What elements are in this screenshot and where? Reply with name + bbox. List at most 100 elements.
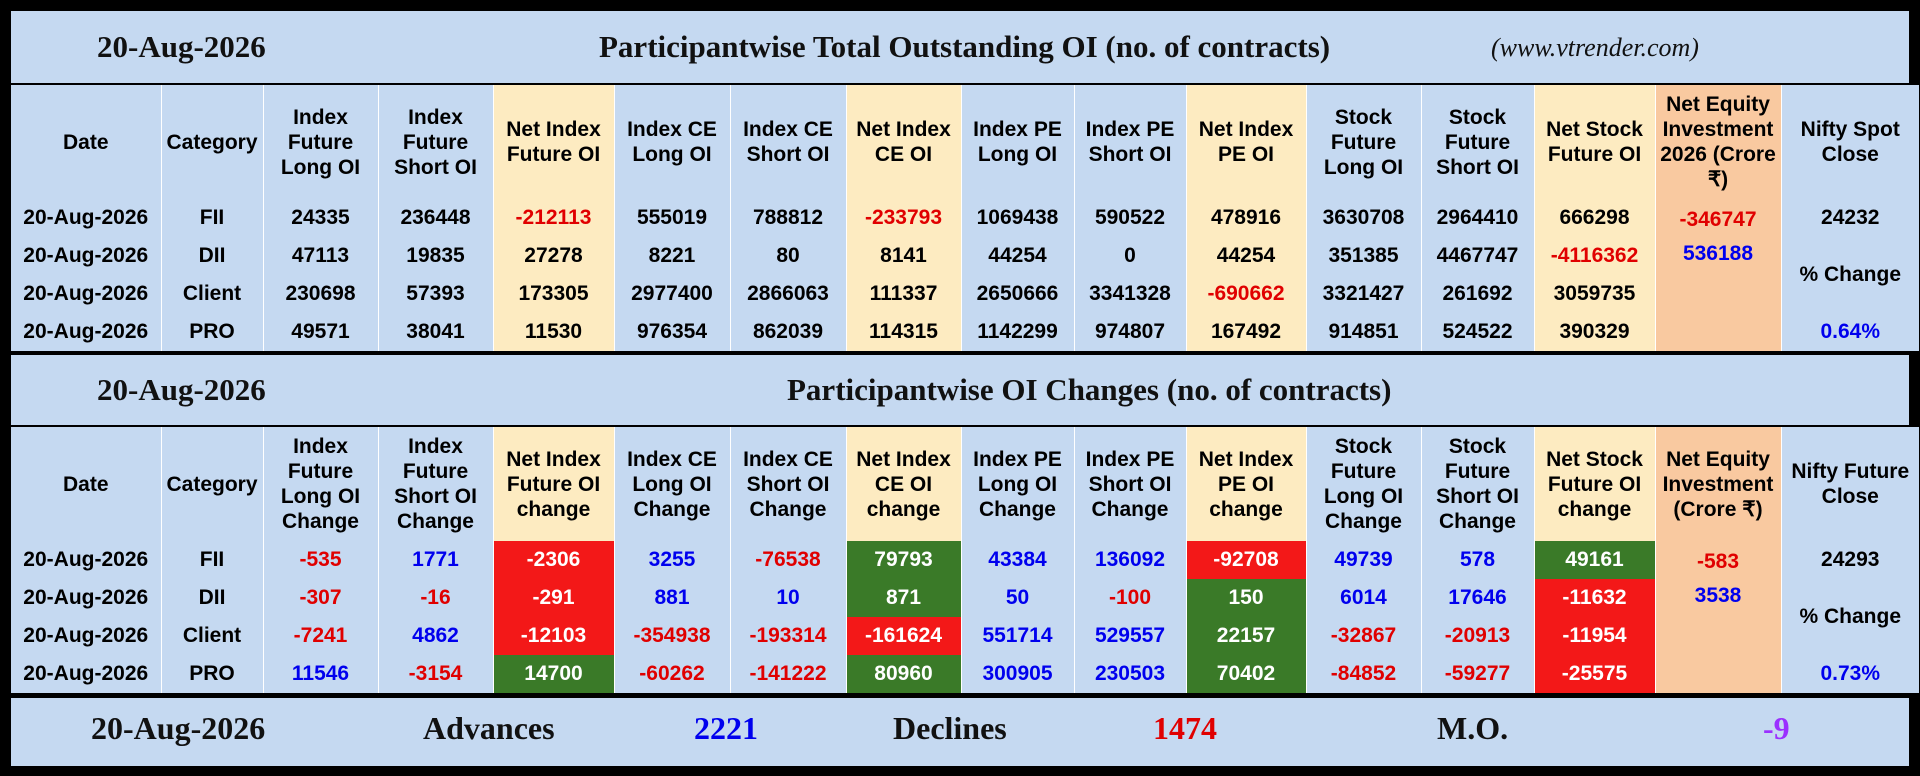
column-header: Index CE Long OI <box>613 85 730 199</box>
table-cell: -84852 <box>1305 655 1421 693</box>
column-header: Net Equity Investment (Crore ₹) <box>1654 427 1781 541</box>
mo-value: -9 <box>1763 710 1790 746</box>
table-cell: -76538 <box>729 541 846 579</box>
column-header: Index Future Short OI <box>377 85 493 199</box>
table-cell: 44254 <box>1185 237 1306 275</box>
table-cell: 3255 <box>613 541 730 579</box>
pct-change-label: % Change <box>1780 579 1919 655</box>
table-cell: 47113 <box>262 237 378 275</box>
table-cell: 3341328 <box>1073 275 1186 313</box>
table-cell: 8221 <box>613 237 730 275</box>
section2-header: 20-Aug-2026 Participantwise OI Changes (… <box>11 355 1909 425</box>
table-cell: PRO <box>160 313 263 351</box>
table-cell: FII <box>160 199 263 237</box>
site-url: (www.vtrender.com) <box>1491 33 1699 62</box>
table-cell: -690662 <box>1185 275 1306 313</box>
column-header: Date <box>11 85 161 199</box>
table-cell: 2964410 <box>1420 199 1534 237</box>
column-header: Index PE Short OI Change <box>1073 427 1186 541</box>
table-cell: 114315 <box>845 313 961 351</box>
column-header: Stock Future Short OI Change <box>1420 427 1534 541</box>
column-header: Net Index CE OI change <box>845 427 961 541</box>
table-cell: 8141 <box>845 237 961 275</box>
table-cell: 3059735 <box>1533 275 1655 313</box>
table-cell: -535 <box>262 541 378 579</box>
section2-date: 20-Aug-2026 <box>97 372 266 407</box>
table-cell: 20-Aug-2026 <box>11 275 161 313</box>
table-cell: 590522 <box>1073 199 1186 237</box>
equity-investment-value: -583 <box>1696 550 1740 573</box>
table-cell: 14700 <box>492 655 614 693</box>
equity-investment-value: 536188 <box>1682 242 1754 265</box>
table-cell: 529557 <box>1073 617 1186 655</box>
table-cell: 150 <box>1185 579 1306 617</box>
section1-date: 20-Aug-2026 <box>97 29 266 64</box>
table-cell: 19835 <box>377 237 493 275</box>
column-header: Net Equity Investment 2026 (Crore ₹) <box>1654 85 1781 199</box>
table-cell: 390329 <box>1533 313 1655 351</box>
table-cell: FII <box>160 541 263 579</box>
table-cell: 524522 <box>1420 313 1534 351</box>
table-cell: -291 <box>492 579 614 617</box>
table-cell: 478916 <box>1185 199 1306 237</box>
table-cell: 4467747 <box>1420 237 1534 275</box>
table-cell: 27278 <box>492 237 614 275</box>
table-cell: -307 <box>262 579 378 617</box>
footer-date: 20-Aug-2026 <box>91 710 266 746</box>
table-cell: -60262 <box>613 655 730 693</box>
table-row: 20-Aug-2026 FII 24335 236448 -212113 555019 78… <box>11 199 1919 351</box>
column-header: Category <box>160 85 263 199</box>
table-row: 20-Aug-2026 DII -307 -16 -291 881 10 871 50 -100 1… <box>11 579 1919 655</box>
column-header: Net Index PE OI change <box>1185 427 1306 541</box>
equity-investment-value: -346747 <box>1679 208 1757 231</box>
table-cell: 1142299 <box>960 313 1074 351</box>
table-cell: 24293 <box>1780 541 1919 579</box>
table-cell: -100 <box>1073 579 1186 617</box>
table-cell: 2977400 <box>613 275 730 313</box>
table-cell: 6014 <box>1305 579 1421 617</box>
table-row: 20-Aug-2026 PRO 49571 38041 11530 976354 86203… <box>11 313 1919 351</box>
advances-label: Advances <box>423 710 555 746</box>
table-cell: 136092 <box>1073 541 1186 579</box>
table-cell: 300905 <box>960 655 1074 693</box>
table-cell: Client <box>160 617 263 655</box>
table-cell: -212113 <box>492 199 614 237</box>
table-cell: 914851 <box>1305 313 1421 351</box>
table-cell: 79793 <box>845 541 961 579</box>
column-header: Date <box>11 427 161 541</box>
table-cell: 10 <box>729 579 846 617</box>
market-breadth-bar: 20-Aug-2026 Advances 2221 Declines 1474 … <box>11 698 1909 766</box>
table-row: 20-Aug-2026 FII -535 1771 -2306 3255 -76538 797… <box>11 541 1919 693</box>
table-cell: 57393 <box>377 275 493 313</box>
table-cell: 24335 <box>262 199 378 237</box>
table-cell: -25575 <box>1533 655 1655 693</box>
table-cell: 111337 <box>845 275 961 313</box>
table-cell: 0.73% <box>1780 655 1919 693</box>
section1-title: Participantwise Total Outstanding OI (no… <box>599 29 1331 64</box>
column-header: Index CE Short OI <box>729 85 846 199</box>
total-oi-table: Date Category Index Future Long OI Index Fu… <box>11 85 1919 351</box>
table-cell: 49739 <box>1305 541 1421 579</box>
table-cell: 4862 <box>377 617 493 655</box>
table-cell: -59277 <box>1420 655 1534 693</box>
table-cell: -193314 <box>729 617 846 655</box>
table-cell: -141222 <box>729 655 846 693</box>
table-cell: 551714 <box>960 617 1074 655</box>
table-cell: 3630708 <box>1305 199 1421 237</box>
column-header: Index Future Long OI <box>262 85 378 199</box>
column-header: Index CE Long OI Change <box>613 427 730 541</box>
table-cell: 788812 <box>729 199 846 237</box>
column-header: Net Index Future OI change <box>492 427 614 541</box>
table-cell: 881 <box>613 579 730 617</box>
table-cell: -2306 <box>492 541 614 579</box>
table-cell: 17646 <box>1420 579 1534 617</box>
table-cell: 0 <box>1073 237 1186 275</box>
table-cell: 20-Aug-2026 <box>11 237 161 275</box>
table-cell: 862039 <box>729 313 846 351</box>
table-cell: 43384 <box>960 541 1074 579</box>
advances-value: 2221 <box>694 710 758 746</box>
table-cell: 976354 <box>613 313 730 351</box>
column-header: Index PE Short OI <box>1073 85 1186 199</box>
table-cell: -32867 <box>1305 617 1421 655</box>
